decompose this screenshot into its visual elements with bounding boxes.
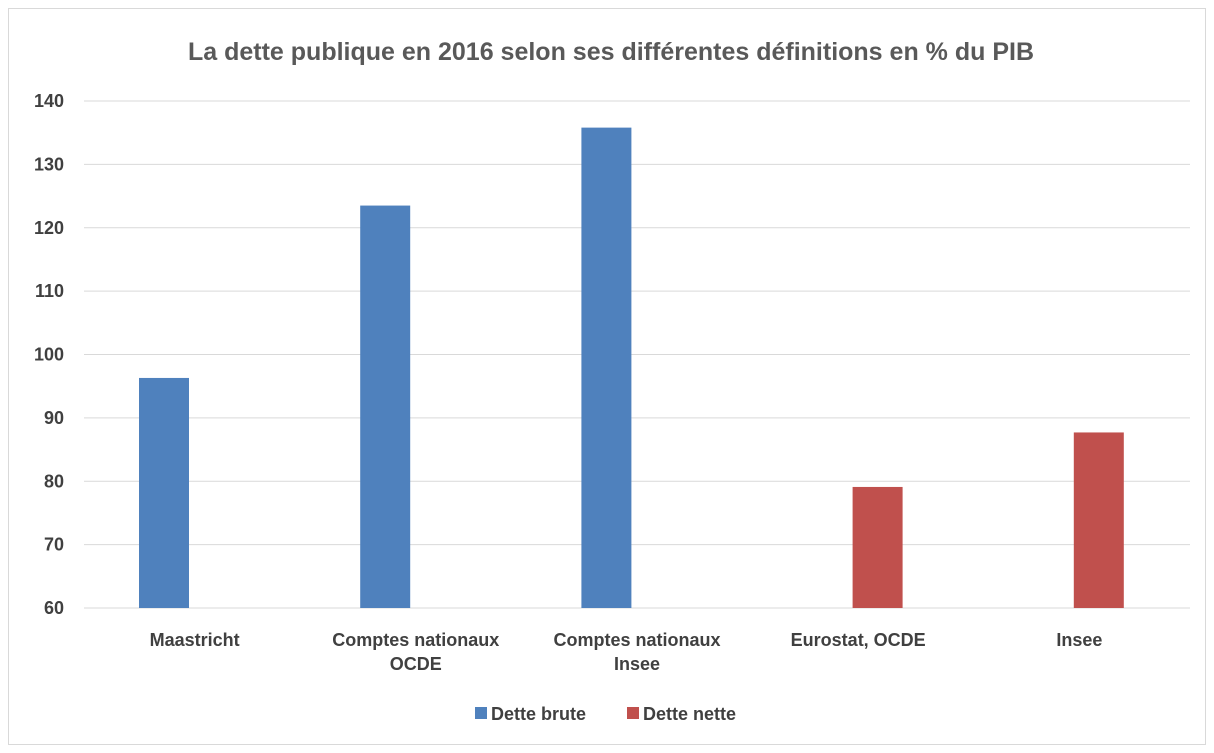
x-category-label-line: Eurostat, OCDE [791, 630, 926, 650]
x-category-label: Comptes nationaux Insee [553, 630, 720, 674]
y-tick-label: 90 [44, 408, 64, 428]
y-tick-label: 70 [44, 535, 64, 555]
x-category-label: Insee [1056, 630, 1102, 650]
x-category-label-line: Insee [614, 654, 660, 674]
y-tick-label: 60 [44, 598, 64, 618]
y-tick-label: 80 [44, 471, 64, 491]
legend-swatch [627, 707, 639, 719]
chart-title: La dette publique en 2016 selon ses diff… [188, 38, 1034, 66]
y-tick-label: 120 [34, 218, 64, 238]
legend-label: Dette nette [643, 704, 736, 724]
legend-label: Dette brute [491, 704, 586, 724]
bar-dette-brute [581, 127, 632, 609]
bar-dette-brute [360, 205, 411, 608]
x-category-label: Comptes nationaux OCDE [332, 630, 499, 674]
legend-swatch [475, 707, 487, 719]
y-tick-label: 140 [34, 91, 64, 111]
x-category-label: Maastricht [150, 630, 240, 650]
bars [139, 127, 1124, 609]
x-category-label-line: OCDE [390, 654, 442, 674]
x-category-label-line: Insee [1056, 630, 1102, 650]
bar-dette-nette [1073, 432, 1124, 608]
gridlines [84, 100, 1190, 609]
x-category-label-line: Maastricht [150, 630, 240, 650]
y-tick-label: 110 [35, 281, 64, 301]
bar-dette-brute [139, 377, 189, 608]
bar-dette-nette [852, 486, 903, 608]
legend: Dette brute Dette nette [475, 704, 736, 724]
y-tick-label: 100 [34, 345, 64, 365]
x-category-label: Eurostat, OCDE [791, 630, 926, 650]
y-axis-ticks: 60 70 80 90 100 110 120 130 140 [34, 91, 64, 618]
x-category-label-line: Comptes nationaux [553, 630, 720, 650]
x-category-label-line: Comptes nationaux [332, 630, 499, 650]
y-tick-label: 130 [34, 154, 64, 174]
